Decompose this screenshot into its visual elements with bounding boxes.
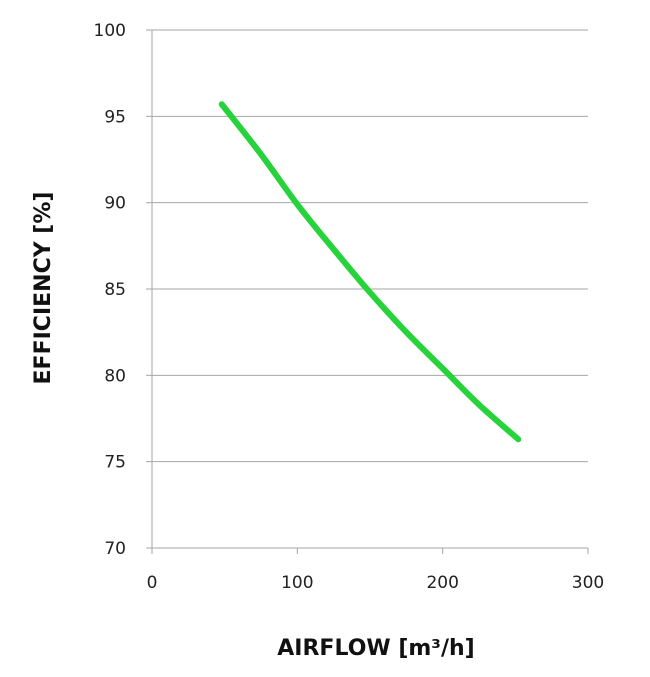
y-tick-label-85: 85	[104, 280, 126, 300]
x-axis-label: AIRFLOW [m³/h]	[277, 636, 474, 661]
series-layer	[218, 101, 522, 443]
x-tick-label-200: 200	[426, 573, 458, 593]
x-tick-label-100: 100	[281, 573, 313, 593]
y-tick-label-75: 75	[104, 453, 126, 473]
gridlines	[152, 29, 588, 463]
axes	[146, 29, 589, 554]
y-tick-label-100: 100	[94, 21, 126, 41]
y-tick-label-90: 90	[104, 194, 126, 214]
efficiency-series-line	[218, 101, 522, 443]
y-tick-label-80: 80	[104, 366, 126, 386]
tick-labels: 70 75 80 85 90 95 100 0 100 200 300	[94, 21, 605, 593]
y-tick-label-70: 70	[104, 539, 126, 559]
x-tick-label-300: 300	[572, 573, 604, 593]
x-tick-label-0: 0	[147, 573, 158, 593]
y-axis-label: EFFICIENCY [%]	[31, 192, 56, 385]
y-tick-label-95: 95	[104, 107, 126, 127]
